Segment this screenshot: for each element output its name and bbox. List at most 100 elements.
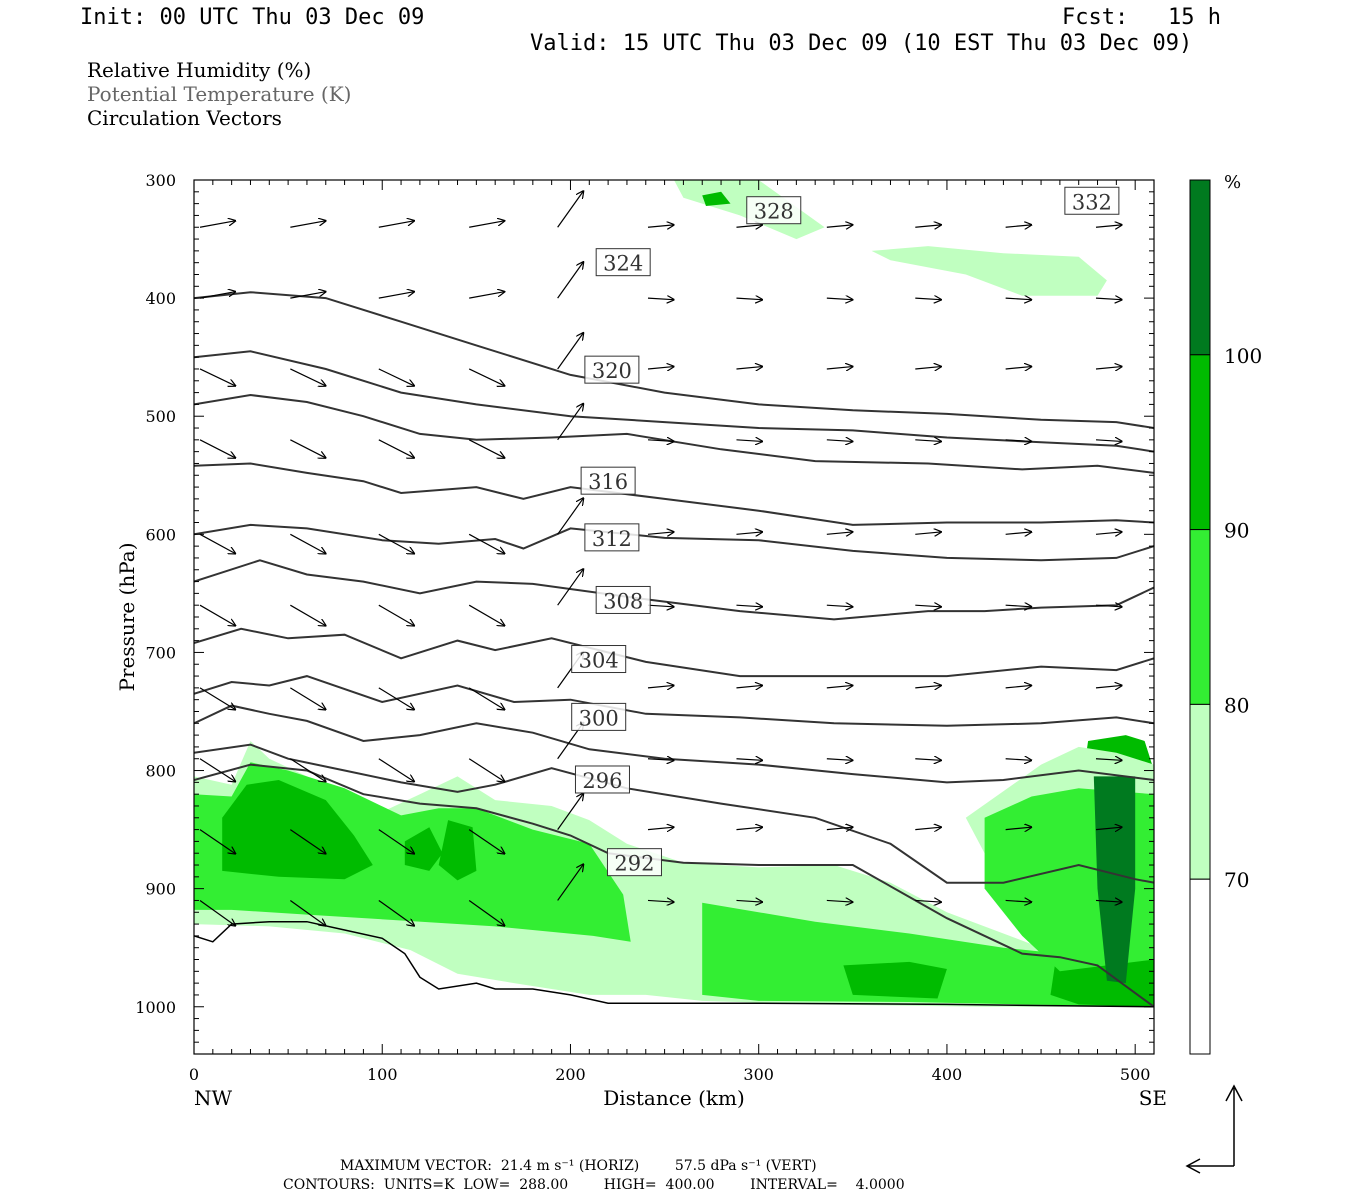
circulation-vector xyxy=(1095,685,1122,687)
circulation-vector xyxy=(290,829,325,854)
y-tick-label-400: 400 xyxy=(145,289,176,308)
x-tick-label-300: 300 xyxy=(743,1065,774,1084)
theta-contour-308 xyxy=(194,627,1154,678)
circulation-vector xyxy=(1095,605,1122,607)
theta-contour-320 xyxy=(194,462,1154,526)
circulation-vector xyxy=(378,758,414,782)
circulation-vector xyxy=(736,605,762,607)
circulation-vector xyxy=(468,533,504,553)
circulation-vector xyxy=(826,367,853,369)
circulation-vector xyxy=(647,367,674,369)
circulation-vector xyxy=(1005,759,1032,761)
theta-contour-300 xyxy=(194,704,1154,784)
circulation-vector xyxy=(1005,685,1032,687)
y-tick-label-900: 900 xyxy=(145,880,176,899)
circulation-vector xyxy=(736,225,762,227)
circulation-vector xyxy=(199,687,235,710)
circulation-vector xyxy=(1095,532,1122,534)
circulation-vector xyxy=(826,605,853,607)
circulation-vector xyxy=(915,759,941,761)
theta-contour-332 xyxy=(194,291,1154,429)
rh-region-80-90 xyxy=(702,902,1154,1007)
x-tick-label-400: 400 xyxy=(932,1065,963,1084)
circulation-vector xyxy=(468,439,504,458)
circulation-vector xyxy=(290,533,325,553)
circulation-vector xyxy=(736,367,762,369)
circulation-vector xyxy=(1005,225,1032,227)
circulation-vector xyxy=(468,758,504,782)
y-tick-label-600: 600 xyxy=(145,525,176,544)
circulation-vector xyxy=(290,687,325,710)
contour-label-316: 316 xyxy=(580,466,636,495)
circulation-vector xyxy=(736,298,762,300)
circulation-vector xyxy=(647,440,674,442)
circulation-vector xyxy=(557,794,584,830)
theta-contour-324 xyxy=(194,393,1154,474)
colorbar-segment xyxy=(1189,529,1211,705)
contour-label-box xyxy=(595,585,651,614)
circulation-vector xyxy=(826,685,853,687)
circulation-vector xyxy=(378,829,414,854)
circulation-vector xyxy=(736,827,762,829)
circulation-vector xyxy=(826,759,853,761)
contour-label-text: 304 xyxy=(579,649,619,673)
circulation-vector xyxy=(557,262,584,299)
circulation-vector xyxy=(647,685,674,687)
axis-tick-labels: 0 100 200 300 400 500 300 400 500 600 700 800 900 100… xyxy=(135,171,1150,1084)
rh-region-90-100 xyxy=(843,961,947,999)
contour-label-304: 304 xyxy=(571,645,627,674)
contour-label-300: 300 xyxy=(571,702,627,731)
circulation-vector xyxy=(1005,827,1032,829)
colorbar-segment xyxy=(1189,354,1211,531)
circulation-vector xyxy=(468,829,504,854)
circulation-vector xyxy=(378,439,414,458)
contour-label-text: 332 xyxy=(1072,190,1112,214)
circulation-vector xyxy=(378,368,414,386)
circulation-vector xyxy=(378,533,414,553)
contour-label-text: 316 xyxy=(588,470,628,494)
x-tick-label-500: 500 xyxy=(1120,1065,1151,1084)
contour-label-text: 324 xyxy=(603,252,643,276)
circulation-vector xyxy=(647,532,674,534)
circulation-vector xyxy=(826,827,853,829)
circulation-vector xyxy=(826,298,853,300)
contour-label-text: 300 xyxy=(579,706,619,730)
circulation-vector xyxy=(468,687,504,710)
colorbar-unit: % xyxy=(1224,172,1241,193)
circulation-vector xyxy=(469,292,504,299)
axis-ticks xyxy=(193,179,1155,1055)
x-right-label: SE xyxy=(1139,1086,1167,1110)
colorbar-segment xyxy=(1189,878,1211,1055)
legend-relative-humidity: Relative Humidity (%) xyxy=(87,58,312,82)
humidity-colorbar: 100 90 80 70% xyxy=(1189,172,1262,1055)
valid-time: Valid: 15 UTC Thu 03 Dec 09 (10 EST Thu … xyxy=(530,31,1193,56)
circulation-vector xyxy=(1095,298,1122,300)
circulation-vector xyxy=(199,368,235,386)
theta-contours xyxy=(194,291,1154,1008)
circulation-vector xyxy=(557,333,584,370)
circulation-vector xyxy=(647,759,674,761)
circulation-vector xyxy=(915,900,941,902)
y-tick-label-300: 300 xyxy=(145,171,176,190)
circulation-vector xyxy=(290,899,325,925)
circulation-vector xyxy=(736,685,762,687)
legend-circulation-vectors: Circulation Vectors xyxy=(87,106,282,130)
contour-label-text: 328 xyxy=(754,200,794,224)
circulation-vectors xyxy=(199,191,1122,925)
contour-label-312: 312 xyxy=(584,523,640,552)
contour-label-332: 332 xyxy=(1064,186,1120,215)
circulation-vector xyxy=(378,899,414,925)
circulation-vector xyxy=(915,440,941,442)
circulation-vector xyxy=(290,604,325,625)
circulation-vector xyxy=(1095,367,1122,369)
contour-label-box xyxy=(1064,186,1120,215)
circulation-vector xyxy=(199,899,235,925)
circulation-vector xyxy=(557,404,584,441)
circulation-vector xyxy=(469,221,504,228)
circulation-vector xyxy=(826,532,853,534)
circulation-vector xyxy=(1005,900,1032,902)
circulation-vector xyxy=(557,498,584,535)
footer-max-vector: MAXIMUM VECTOR: 21.4 m s⁻¹ (HORIZ) 57.5 … xyxy=(340,1158,817,1174)
theta-contour-312 xyxy=(194,559,1154,621)
circulation-vector xyxy=(1005,367,1032,369)
